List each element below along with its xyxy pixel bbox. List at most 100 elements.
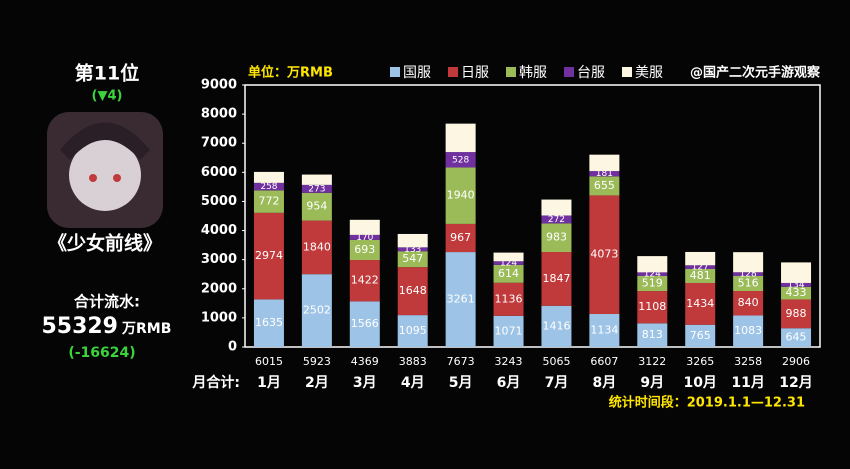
- bar-segment: [397, 247, 428, 252]
- period: 统计时间段：2019.1.1—12.31: [609, 395, 805, 411]
- bar-segment: [349, 301, 380, 347]
- value-label: 813: [642, 328, 663, 341]
- value-label: 954: [306, 200, 327, 213]
- value-label: 614: [498, 267, 519, 280]
- bar-segment: [397, 251, 428, 268]
- bar-segment: [589, 171, 620, 177]
- bar-segment: [493, 282, 524, 316]
- sum-label: 合计流水:: [73, 293, 140, 311]
- sum-change: (-16624): [68, 345, 135, 361]
- y-tick-label: 2000: [201, 281, 237, 296]
- bar-segment: [301, 184, 332, 193]
- y-tick-label: 5000: [201, 194, 237, 209]
- value-label: 481: [690, 269, 711, 282]
- bar-segment: [685, 282, 716, 325]
- value-label: 645: [786, 331, 807, 344]
- bar-segment: [301, 192, 332, 221]
- value-label: 988: [786, 307, 807, 320]
- bar-segment: [541, 215, 572, 224]
- rank: 第11位: [75, 62, 139, 85]
- value-label: 433: [786, 286, 807, 299]
- bar-segment: [253, 212, 284, 300]
- value-label: 516: [738, 277, 759, 290]
- x-tick-label: 6月: [497, 375, 521, 391]
- value-label: 772: [258, 195, 279, 208]
- total-label: 3265: [686, 355, 714, 368]
- value-label: 258: [260, 182, 277, 192]
- bar-segment: [253, 299, 284, 347]
- y-tick-label: 4000: [201, 223, 237, 238]
- value-label: 273: [308, 184, 325, 194]
- bar-segment: [781, 262, 812, 283]
- total-label: 2906: [782, 355, 810, 368]
- value-label: 1136: [495, 292, 523, 305]
- bar-segment: [637, 323, 668, 347]
- legend-swatch: [506, 67, 516, 77]
- value-label: 765: [690, 329, 711, 342]
- x-tick-label: 4月: [401, 375, 425, 391]
- total-label: 3258: [734, 355, 762, 368]
- unit: 单位：万RMB: [248, 65, 333, 81]
- bar-segment: [445, 223, 476, 253]
- value-label: 1134: [590, 323, 618, 336]
- x-tick-label: 3月: [353, 375, 377, 391]
- total-label: 6607: [590, 355, 618, 368]
- game-name: 《少女前线》: [48, 232, 162, 255]
- value-label: 1108: [638, 300, 666, 313]
- x-tick-label: 7月: [545, 375, 569, 391]
- bar-segment: [589, 195, 620, 314]
- value-label: 2974: [255, 249, 283, 262]
- bar-segment: [685, 251, 716, 266]
- bar-segment: [493, 264, 524, 283]
- legend-swatch: [448, 67, 458, 77]
- bar-segment: [397, 315, 428, 347]
- bar-segment: [253, 182, 284, 191]
- x-tick-label: 1月: [257, 375, 281, 391]
- bar-segment: [589, 154, 620, 172]
- value-label: 1566: [351, 317, 379, 330]
- source: @国产二次元手游观察: [690, 65, 821, 81]
- bar-segment: [589, 313, 620, 347]
- value-label: 840: [738, 296, 759, 309]
- sum-value: 55329: [41, 314, 118, 339]
- value-label: 128: [740, 270, 757, 280]
- x-tick-label: 8月: [593, 375, 617, 391]
- bar-segment: [397, 233, 428, 248]
- value-label: 1083: [734, 324, 762, 337]
- value-label: 2502: [303, 304, 331, 317]
- value-label: 1434: [686, 297, 714, 310]
- value-label: 181: [596, 169, 613, 179]
- value-label: 1071: [495, 324, 523, 337]
- bar-segment: [349, 219, 380, 235]
- bar-segment: [541, 223, 572, 253]
- value-label: 272: [548, 215, 565, 225]
- bar-segment: [445, 252, 476, 347]
- value-label: 967: [450, 231, 471, 244]
- total-label: 5923: [303, 355, 331, 368]
- bar-segment: [637, 275, 668, 292]
- x-tick-label: 11月: [731, 375, 764, 391]
- value-label: 1422: [351, 274, 379, 287]
- value-label: 3261: [447, 293, 475, 306]
- legend-swatch: [390, 67, 400, 77]
- x-tick-label: 9月: [640, 375, 664, 391]
- plot-frame: [244, 84, 821, 348]
- bar-segment: [301, 174, 332, 185]
- bar-segment: [733, 252, 764, 273]
- bar-segment: [445, 167, 476, 224]
- bar-segment: [253, 190, 284, 213]
- bar-segment: [781, 299, 812, 329]
- total-label: 5065: [542, 355, 570, 368]
- bar-segment: [493, 252, 524, 262]
- value-label: 1648: [399, 284, 427, 297]
- value-label: 127: [692, 263, 709, 273]
- value-label: 133: [404, 245, 421, 255]
- y-tick-label: 3000: [201, 252, 237, 267]
- y-tick-label: 1000: [201, 310, 237, 325]
- value-label: 4073: [590, 248, 618, 261]
- legend-swatch: [622, 67, 632, 77]
- y-tick-label: 0: [228, 340, 237, 355]
- bar-segment: [349, 234, 380, 240]
- value-label: 1416: [542, 319, 570, 332]
- bar-segment: [637, 291, 668, 324]
